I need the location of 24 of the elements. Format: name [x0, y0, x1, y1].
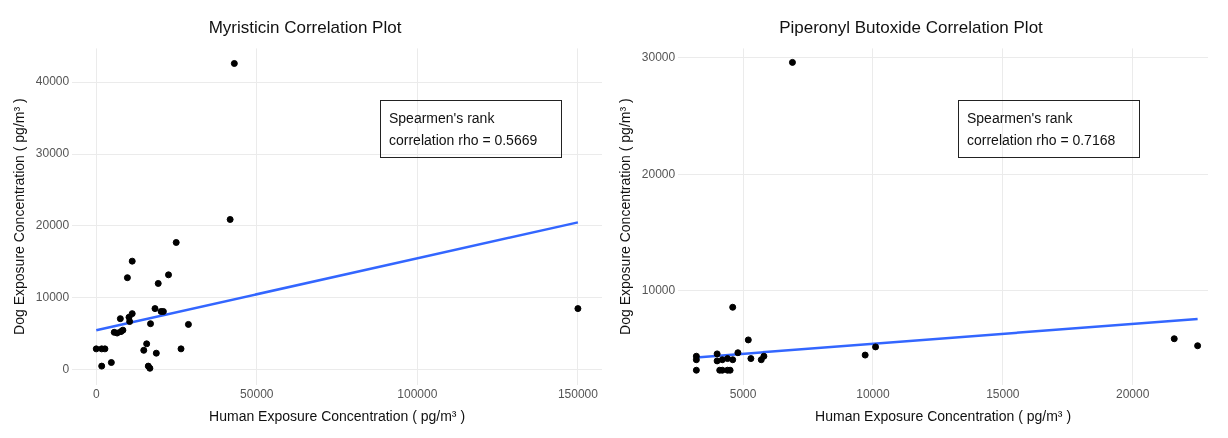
y-tick-label: 30000 [641, 50, 676, 65]
x-tick-label: 100000 [397, 387, 438, 402]
x-tick-label: 50000 [240, 387, 274, 402]
chart-title: Myristicin Correlation Plot [208, 17, 402, 37]
x-tick-label: 10000 [856, 387, 890, 402]
y-tick-label: 20000 [35, 218, 70, 233]
x-tick-label: 15000 [986, 387, 1020, 402]
x-tick-label: 5000 [729, 387, 757, 402]
x-axis-title: Human Exposure Concentration ( pg/m³ ) [209, 408, 466, 425]
y-tick-label: 0 [62, 362, 70, 377]
text-frame: Spearmen's rank correlation rho = 0.5669 [380, 100, 562, 158]
text-frame: Spearmen's rank correlation rho = 0.7168 [958, 100, 1140, 158]
y-tick-label: 10000 [35, 290, 70, 305]
chart-title: Piperonyl Butoxide Correlation Plot [779, 17, 1044, 37]
y-tick-label: 40000 [35, 74, 70, 89]
x-tick-label: 0 [92, 387, 100, 402]
y-axis-title: Dog Exposure Concentration ( pg/m³ ) [617, 98, 634, 335]
y-tick-label: 10000 [641, 283, 676, 298]
x-tick-label: 20000 [1115, 387, 1150, 402]
x-tick-label: 150000 [557, 387, 599, 402]
y-tick-label: 20000 [641, 166, 676, 181]
x-axis-title: Human Exposure Concentration ( pg/m³ ) [815, 408, 1072, 425]
y-axis-title: Dog Exposure Concentration ( pg/m³ ) [11, 98, 28, 335]
y-tick-label: 30000 [35, 146, 70, 161]
